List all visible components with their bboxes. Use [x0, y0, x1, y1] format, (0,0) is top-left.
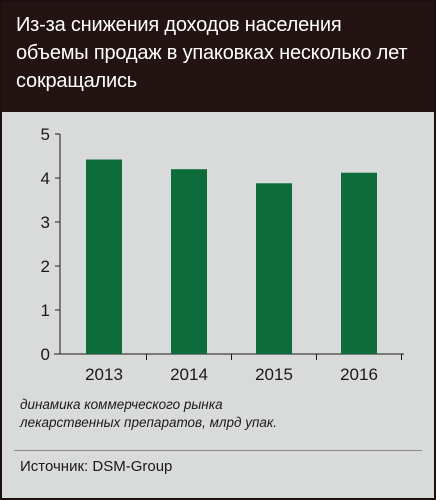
- divider: [14, 450, 422, 451]
- x-tick-label-2014: 2014: [170, 365, 208, 384]
- y-tick-label: 0: [41, 345, 50, 364]
- x-ticks: 2013 2014 2015 2016: [85, 354, 402, 384]
- caption-line-1: динамика коммерческого рынка: [20, 397, 223, 412]
- page-title: Из-за снижения доходов населения объемы …: [16, 14, 408, 92]
- x-axis: 2013 2014 2015 2016: [54, 353, 404, 384]
- chart-caption: динамика коммерческого рынка лекарственн…: [20, 396, 420, 432]
- bar-2015: [256, 183, 292, 354]
- bars: [86, 159, 377, 354]
- bar-2013: [86, 159, 122, 354]
- y-tick-label: 1: [41, 301, 50, 320]
- x-tick-label-2016: 2016: [340, 365, 378, 384]
- header-banner: Из-за снижения доходов населения объемы …: [2, 2, 434, 112]
- caption-line-2: лекарственных препаратов, млрд упак.: [20, 415, 278, 430]
- bar-chart: 0 1 2 3 4 5 2013 2014 2015 2016: [41, 125, 404, 384]
- y-ticks: 0 1 2 3 4 5: [41, 125, 60, 364]
- y-tick-label: 2: [41, 257, 50, 276]
- y-tick-label: 5: [41, 125, 50, 144]
- source-note: Источник: DSM-Group: [20, 458, 173, 475]
- bar-2016: [341, 172, 377, 354]
- bar-2014: [171, 169, 207, 354]
- x-tick-label-2013: 2013: [85, 365, 123, 384]
- y-axis: 0 1 2 3 4 5: [41, 125, 61, 364]
- y-tick-label: 4: [41, 169, 50, 188]
- x-tick-label-2015: 2015: [255, 365, 293, 384]
- y-tick-label: 3: [41, 213, 50, 232]
